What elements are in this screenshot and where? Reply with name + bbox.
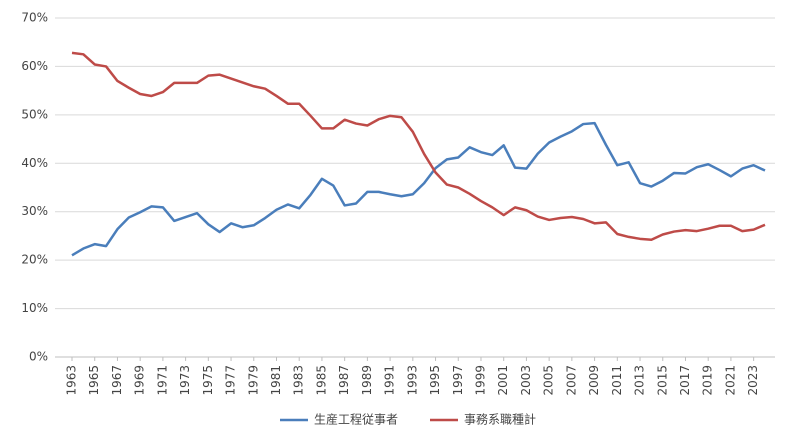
x-tick-label: 1979 (246, 365, 260, 396)
x-tick-label: 2009 (587, 365, 601, 396)
line-series (71, 121, 766, 257)
y-tick-label: 50% (21, 107, 48, 121)
x-tick-label: 1997 (451, 365, 465, 396)
x-tick-label: 2003 (519, 365, 533, 396)
y-tick-label: 10% (21, 301, 48, 315)
x-tick-label: 2019 (701, 365, 715, 396)
y-tick-label: 70% (21, 11, 48, 25)
x-tick-label: 1999 (473, 365, 487, 396)
x-tick-label: 1963 (65, 365, 79, 396)
x-tick-label: 2001 (496, 365, 510, 396)
x-tick-label: 1981 (269, 365, 283, 396)
y-tick-label: 20% (21, 253, 48, 267)
x-tick-label: 1989 (360, 365, 374, 396)
x-tick-label: 2013 (633, 365, 647, 396)
x-tick-label: 1985 (314, 365, 328, 396)
x-tick-label: 1975 (201, 365, 215, 396)
line-series (71, 51, 766, 242)
x-tick-label: 2005 (542, 365, 556, 396)
x-tick-label: 1965 (87, 365, 101, 396)
legend-label: 生産工程従事者 (314, 412, 398, 427)
legend-label: 事務系職種計 (464, 412, 536, 427)
x-tick-label: 1967 (110, 365, 124, 396)
x-tick-label: 2023 (746, 365, 760, 396)
x-tick-label: 1971 (155, 365, 169, 396)
y-tick-label: 40% (21, 156, 48, 170)
y-tick-label: 0% (29, 350, 48, 364)
x-tick-label: 2015 (655, 365, 669, 396)
x-tick-label: 1983 (292, 365, 306, 396)
x-tick-label: 1969 (133, 365, 147, 396)
x-tick-label: 1987 (337, 365, 351, 396)
x-tick-label: 1977 (224, 365, 238, 396)
x-tick-label: 2011 (610, 365, 624, 396)
x-tick-label: 1991 (383, 365, 397, 396)
x-tick-label: 2017 (678, 365, 692, 396)
x-tick-label: 1973 (178, 365, 192, 396)
y-tick-label: 60% (21, 59, 48, 73)
x-tick-label: 2007 (564, 365, 578, 396)
y-tick-label: 30% (21, 204, 48, 218)
x-tick-label: 2021 (723, 365, 737, 396)
x-tick-label: 1995 (428, 365, 442, 396)
x-tick-label: 1993 (405, 365, 419, 396)
